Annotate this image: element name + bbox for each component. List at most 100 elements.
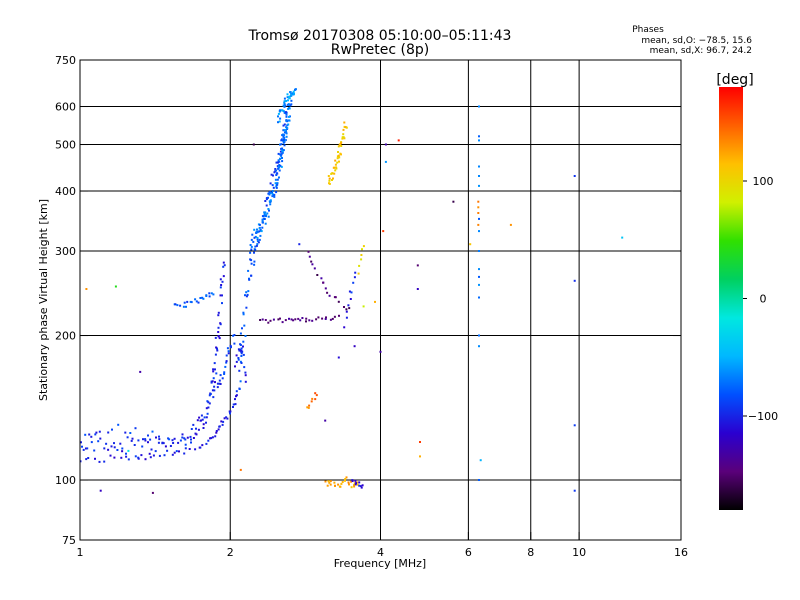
data-point bbox=[350, 486, 353, 489]
data-point bbox=[275, 172, 278, 175]
data-point bbox=[254, 245, 257, 248]
data-point bbox=[294, 88, 297, 91]
data-point bbox=[88, 433, 91, 436]
data-point bbox=[84, 433, 87, 436]
data-point bbox=[195, 427, 197, 430]
data-point bbox=[149, 438, 152, 441]
x-axis-label: Frequency [MHz] bbox=[334, 557, 426, 570]
data-point bbox=[305, 320, 307, 323]
data-point bbox=[214, 336, 217, 339]
data-point bbox=[275, 191, 278, 194]
data-point bbox=[192, 423, 195, 426]
data-point bbox=[275, 169, 278, 172]
data-point bbox=[261, 220, 264, 223]
data-point bbox=[221, 377, 224, 380]
data-point bbox=[342, 128, 345, 131]
data-point bbox=[292, 319, 295, 322]
data-point bbox=[308, 404, 311, 407]
data-point bbox=[265, 204, 268, 207]
data-point bbox=[99, 489, 102, 492]
data-point bbox=[196, 419, 199, 422]
data-point bbox=[233, 342, 236, 345]
data-point bbox=[310, 400, 313, 403]
data-point bbox=[183, 452, 186, 455]
data-point bbox=[216, 382, 219, 385]
data-point bbox=[81, 445, 83, 448]
data-point bbox=[297, 317, 300, 320]
data-point bbox=[172, 442, 175, 444]
data-point bbox=[288, 107, 291, 110]
data-point bbox=[362, 305, 365, 308]
data-point bbox=[225, 416, 228, 419]
data-point bbox=[154, 450, 157, 453]
data-point bbox=[215, 430, 218, 432]
data-point bbox=[283, 97, 286, 100]
data-point bbox=[341, 137, 344, 140]
data-point bbox=[179, 439, 182, 442]
data-point bbox=[306, 406, 309, 409]
data-point bbox=[190, 441, 192, 444]
data-point bbox=[248, 277, 250, 280]
data-point bbox=[221, 294, 223, 297]
data-point bbox=[478, 479, 480, 481]
data-point bbox=[271, 184, 274, 187]
data-point bbox=[307, 406, 310, 409]
data-point bbox=[478, 345, 480, 348]
data-point bbox=[242, 340, 245, 343]
data-point bbox=[190, 438, 192, 441]
data-point bbox=[214, 353, 217, 356]
data-point bbox=[120, 456, 123, 459]
data-point bbox=[255, 231, 258, 234]
data-point bbox=[119, 442, 122, 445]
data-point bbox=[278, 164, 281, 166]
data-point bbox=[288, 95, 291, 98]
data-point bbox=[311, 397, 314, 400]
data-point bbox=[333, 315, 336, 318]
data-point bbox=[244, 294, 246, 297]
data-point bbox=[253, 260, 256, 263]
data-point bbox=[242, 353, 245, 356]
data-point bbox=[330, 172, 333, 175]
data-point bbox=[282, 135, 285, 138]
data-point bbox=[269, 182, 272, 185]
data-point bbox=[125, 455, 128, 458]
data-point bbox=[144, 439, 147, 442]
data-point bbox=[205, 407, 208, 410]
data-point bbox=[307, 250, 310, 253]
data-point bbox=[276, 182, 279, 185]
data-point bbox=[250, 238, 253, 241]
data-point bbox=[211, 389, 214, 392]
data-point bbox=[277, 112, 280, 115]
data-point bbox=[269, 199, 272, 202]
data-point bbox=[285, 100, 288, 102]
data-point bbox=[188, 448, 191, 450]
y-tick-label: 600 bbox=[55, 101, 76, 114]
data-point bbox=[247, 269, 250, 272]
data-point bbox=[478, 275, 480, 278]
data-point bbox=[353, 345, 356, 348]
data-point bbox=[224, 365, 227, 368]
data-point bbox=[208, 394, 211, 397]
data-point bbox=[137, 439, 140, 442]
data-point bbox=[267, 215, 270, 218]
data-point bbox=[286, 96, 289, 99]
data-point bbox=[225, 361, 228, 364]
data-point bbox=[358, 484, 361, 487]
colorbar-tick-label: 100 bbox=[753, 175, 774, 188]
data-point bbox=[254, 235, 257, 238]
data-point bbox=[345, 316, 348, 319]
data-point bbox=[331, 172, 334, 175]
data-point bbox=[621, 236, 624, 239]
data-point bbox=[147, 441, 149, 444]
data-point bbox=[253, 263, 256, 266]
data-point bbox=[240, 355, 243, 357]
data-point bbox=[227, 352, 230, 355]
data-point bbox=[240, 362, 243, 364]
data-point bbox=[283, 138, 285, 141]
data-point bbox=[183, 437, 186, 440]
data-point bbox=[107, 448, 110, 451]
data-point bbox=[337, 151, 339, 153]
data-point bbox=[573, 175, 576, 177]
data-point bbox=[121, 450, 124, 453]
data-point bbox=[241, 327, 243, 330]
